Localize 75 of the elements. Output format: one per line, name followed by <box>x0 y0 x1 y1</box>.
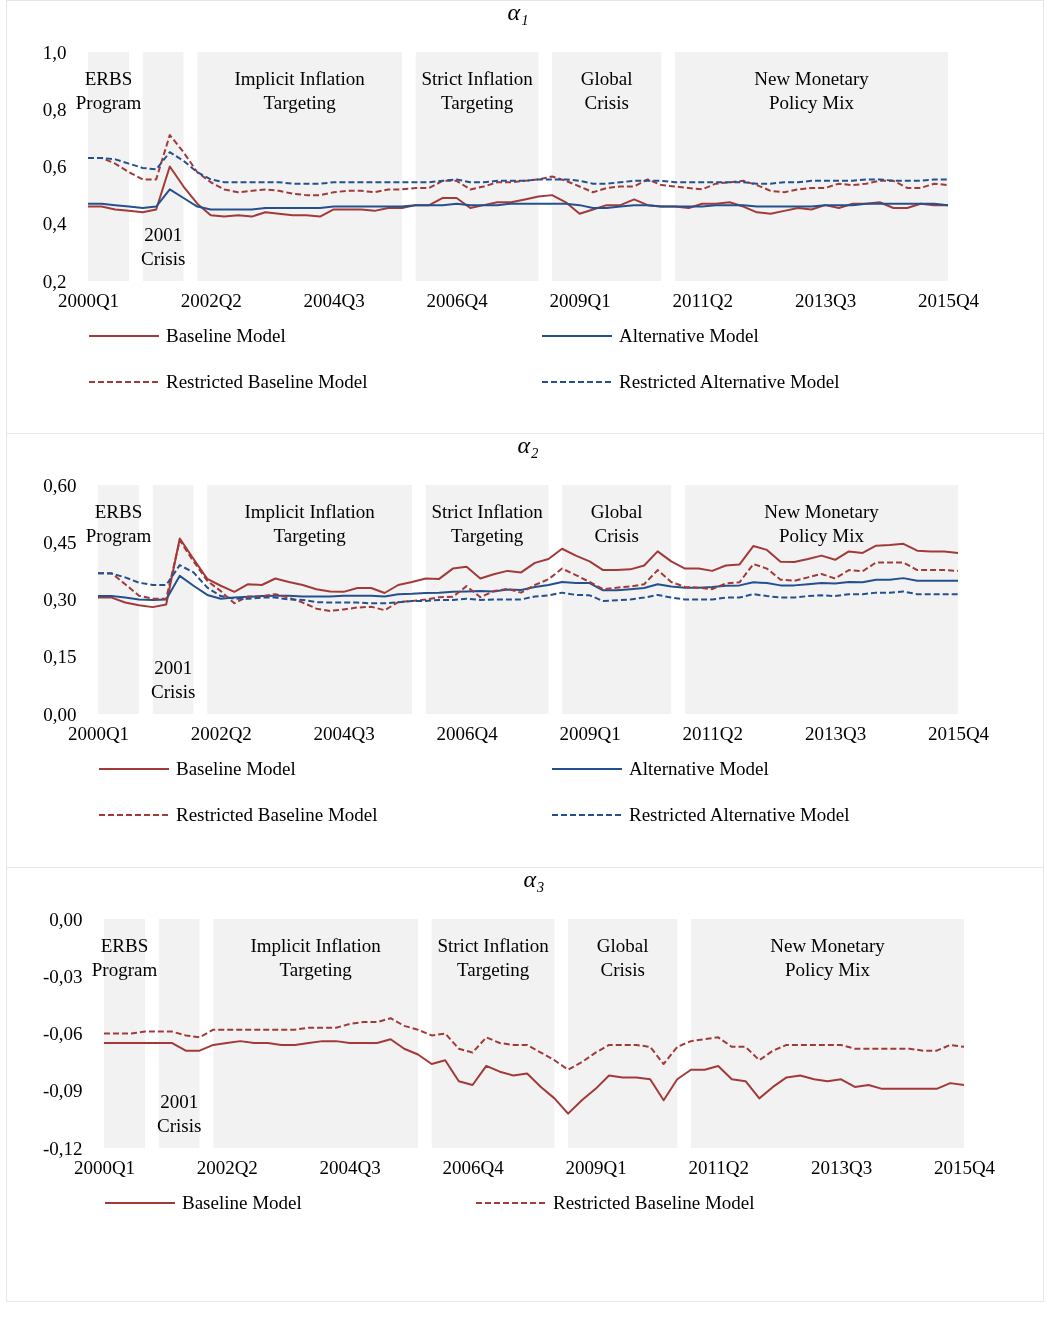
x-tick-label: 2011Q2 <box>682 722 743 744</box>
legend-label: Restricted Baseline Model <box>553 1192 755 1213</box>
y-tick-label: 0,45 <box>43 531 77 553</box>
y-tick-label: 0,2 <box>42 270 67 292</box>
band-label: ERBS Program <box>85 501 152 547</box>
x-tick-label: 2015Q4 <box>927 722 990 744</box>
x-tick-label: 2009Q1 <box>559 722 621 744</box>
chart-title: α₁ <box>507 0 529 25</box>
x-tick-label: 2015Q4 <box>933 1156 996 1178</box>
x-tick-label: 2009Q1 <box>549 289 611 311</box>
band-label: Implicit Inflation Targeting <box>250 935 382 981</box>
x-tick-label: 2006Q4 <box>442 1156 505 1178</box>
legend-label: Restricted Baseline Model <box>176 804 378 825</box>
x-tick-label: 2015Q4 <box>917 289 980 311</box>
x-tick-label: 2004Q3 <box>303 289 365 311</box>
line-series <box>97 564 959 605</box>
x-tick-label: 2004Q3 <box>319 1156 381 1178</box>
band-label: ERBS Program <box>75 68 142 114</box>
x-tick-label: 2002Q2 <box>180 289 242 311</box>
y-tick-label: 0,00 <box>49 908 83 930</box>
x-tick-label: 2013Q3 <box>804 722 867 744</box>
band-label: Strict Inflation Targeting <box>437 935 550 981</box>
y-tick-label: -0,12 <box>42 1137 83 1159</box>
legend-label: Baseline Model <box>182 1192 302 1213</box>
x-tick-label: 2000Q1 <box>67 722 130 744</box>
y-tick-label: 0,8 <box>42 98 67 120</box>
band-label: Implicit Inflation Targeting <box>234 68 366 114</box>
band-label: New Monetary Policy Mix <box>764 501 880 547</box>
y-tick-label: -0,06 <box>42 1023 83 1044</box>
legend-label: Restricted Alternative Model <box>629 804 850 825</box>
y-tick-label: 0,00 <box>43 703 77 725</box>
x-tick-label: 2009Q1 <box>565 1156 627 1178</box>
y-tick-label: -0,09 <box>42 1080 83 1102</box>
y-tick-label: 0,4 <box>42 213 67 235</box>
band-label: Global Crisis <box>580 68 633 114</box>
band-label: 2001 Crisis <box>156 1091 202 1137</box>
legend-label: Alternative Model <box>619 325 759 346</box>
band-label: Global Crisis <box>596 935 649 981</box>
band-label: ERBS Program <box>91 935 158 981</box>
y-tick-label: 0,30 <box>43 589 77 610</box>
legend-label: Alternative Model <box>629 758 769 779</box>
y-tick-label: -0,03 <box>42 965 83 987</box>
x-tick-label: 2013Q3 <box>810 1156 873 1178</box>
x-tick-label: 2013Q3 <box>794 289 857 311</box>
y-tick-label: 1,0 <box>42 41 67 63</box>
x-tick-label: 2006Q4 <box>426 289 489 311</box>
legend-label: Restricted Alternative Model <box>619 371 840 392</box>
legend-label: Restricted Baseline Model <box>166 371 368 392</box>
band-label: Implicit Inflation Targeting <box>244 501 376 547</box>
x-tick-label: 2011Q2 <box>688 1156 749 1178</box>
legend-label: Baseline Model <box>176 758 296 779</box>
band-label: 2001 Crisis <box>140 224 186 270</box>
line-series <box>103 1017 965 1071</box>
y-tick-label: 0,6 <box>42 156 67 177</box>
band-label: Global Crisis <box>590 501 643 547</box>
chart-title: α₂ <box>517 432 539 458</box>
y-tick-label: 0,60 <box>43 474 77 496</box>
x-tick-label: 2000Q1 <box>73 1156 136 1178</box>
line-series <box>87 151 949 185</box>
band-label: New Monetary Policy Mix <box>770 935 886 981</box>
line-series <box>87 188 949 211</box>
band-label: New Monetary Policy Mix <box>754 68 870 114</box>
chart-title: α₃ <box>523 866 545 892</box>
y-tick-label: 0,15 <box>43 646 77 668</box>
band-label: Strict Inflation Targeting <box>431 501 544 547</box>
x-tick-label: 2002Q2 <box>196 1156 258 1178</box>
x-tick-label: 2000Q1 <box>57 289 120 311</box>
x-tick-label: 2011Q2 <box>672 289 733 311</box>
x-tick-label: 2006Q4 <box>436 722 499 744</box>
x-tick-label: 2004Q3 <box>313 722 375 744</box>
legend-label: Baseline Model <box>166 325 286 346</box>
band-label: Strict Inflation Targeting <box>421 68 534 114</box>
x-tick-label: 2002Q2 <box>190 722 252 744</box>
line-series <box>103 1038 965 1115</box>
band-label: 2001 Crisis <box>150 657 196 703</box>
